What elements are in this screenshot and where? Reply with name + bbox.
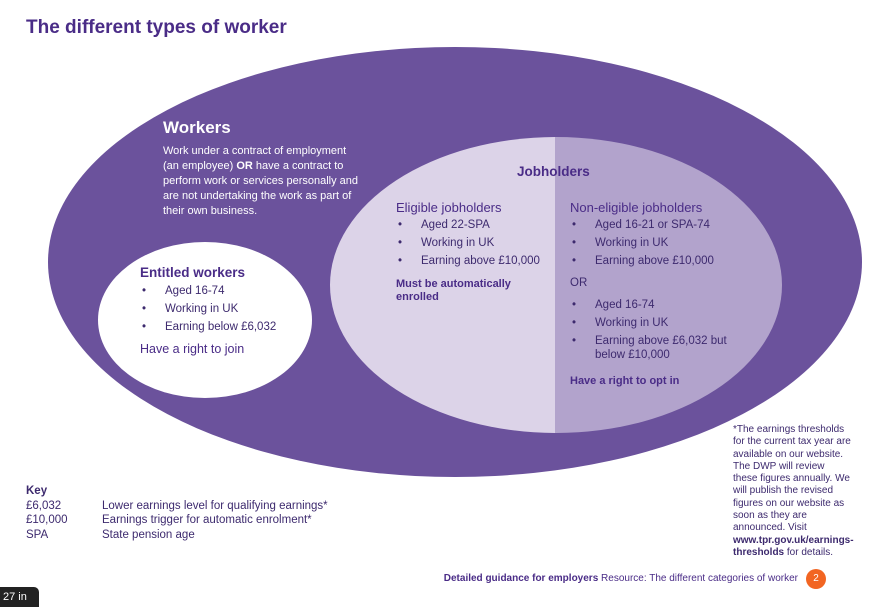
non-eligible-heading: Non-eligible jobholders <box>570 200 703 215</box>
key-row: £6,032 Lower earnings level for qualifyin… <box>26 499 328 512</box>
workers-description: Work under a contract of employment (an … <box>163 145 359 217</box>
jobholders-heading: Jobholders <box>517 164 590 179</box>
key-row: £10,000 Earnings trigger for automatic en… <box>26 514 312 526</box>
entitled-list: Aged 16-74Working in UKEarning below £6,… <box>140 282 276 336</box>
entitled-note: Have a right to join <box>140 342 245 356</box>
page-title: The different types of worker <box>26 17 287 38</box>
non-eligible-list-a: Aged 16-21 or SPA-74Working in UKEarning… <box>570 216 714 270</box>
zoom-indicator: 27 in <box>0 587 39 607</box>
workers-heading: Workers <box>163 118 231 137</box>
footer: Detailed guidance for employers Resource… <box>443 573 798 584</box>
eligible-list: Aged 22-SPAWorking in UKEarning above £1… <box>396 216 561 270</box>
non-eligible-list-b: Aged 16-74Working in UKEarning above £6,… <box>570 296 740 362</box>
earnings-thresholds-link[interactable]: www.tpr.gov.uk/earnings-thresholds <box>733 534 854 558</box>
key: Key £6,032 Lower earnings level for quali… <box>26 485 328 541</box>
key-row: SPA State pension age <box>26 528 195 541</box>
eligible-heading: Eligible jobholders <box>396 200 502 215</box>
page-number-badge: 2 <box>806 569 826 589</box>
entitled-heading: Entitled workers <box>140 265 246 280</box>
footnote: *The earnings thresholds for the current… <box>733 424 854 558</box>
eligible-note: Must be automatically enrolled <box>396 278 511 303</box>
non-eligible-or: OR <box>570 277 588 289</box>
non-eligible-note: Have a right to opt in <box>570 375 680 387</box>
eligible-region <box>330 137 555 433</box>
